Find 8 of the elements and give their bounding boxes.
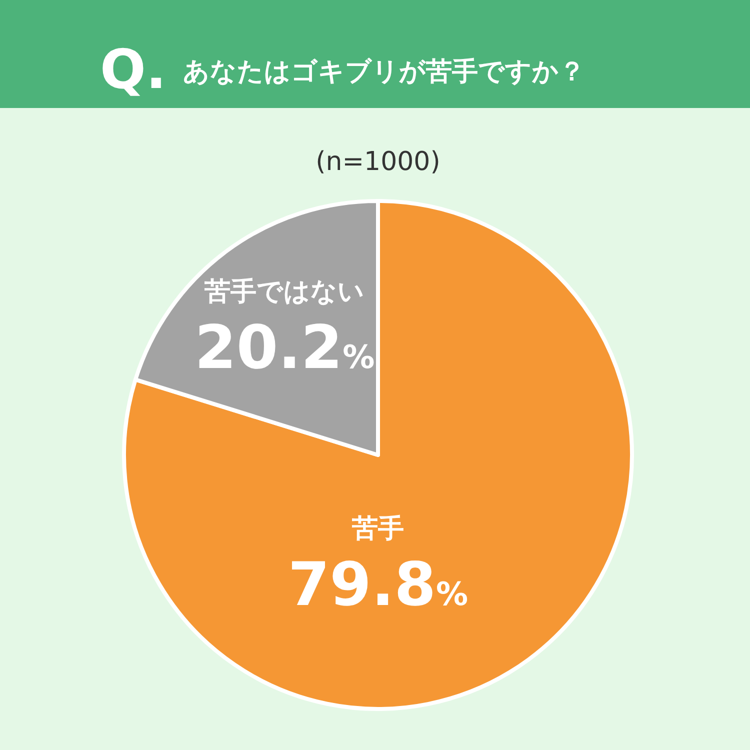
data-label: 20.2% — [194, 313, 375, 384]
data-label: 79.8% — [288, 550, 468, 620]
slice-label: 苦手 — [351, 514, 404, 544]
slice-label: 苦手ではない — [204, 277, 365, 308]
text: Q. — [100, 38, 166, 101]
chart-title: あなたはゴキブリが苦手ですか？ — [183, 57, 585, 87]
text: (n=1000) — [316, 147, 440, 177]
pie-slice — [122, 199, 634, 711]
